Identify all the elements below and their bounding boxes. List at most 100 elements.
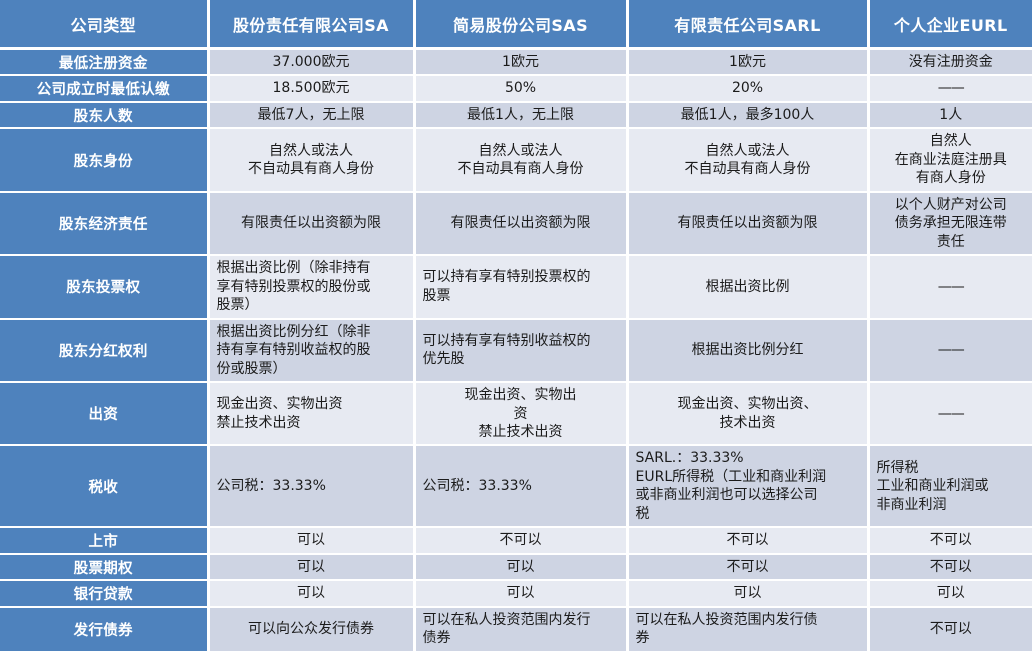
cell-text: 50%	[504, 80, 537, 97]
cell-sarl-1: 20%	[627, 75, 870, 103]
cell-sas-1: 50%	[414, 75, 629, 103]
table-row: 股东投票权 根据出资比例（除非持有 享有特别投票权的股份或 股票） 可以持有享有特别…	[0, 255, 1032, 320]
row-label-3: 股东身份	[0, 128, 210, 193]
column-header-type: 公司类型	[0, 0, 210, 50]
cell-sas-10: 可以	[414, 553, 629, 582]
cell-sarl-2: 最低1人，最多100人	[627, 101, 870, 130]
cell-sa-12: 可以向公众发行债券	[208, 606, 416, 653]
cell-text: 现金出资、实物出资、 技术出资	[677, 396, 818, 431]
cell-sas-3: 自然人或法人 不自动具有商人身份	[414, 128, 629, 193]
cell-text: 没有注册资金	[908, 54, 993, 70]
cell-text: 公司税：33.33%	[422, 478, 532, 495]
cell-sa-5: 根据出资比例（除非持有 享有特别投票权的股份或 股票）	[208, 255, 416, 320]
header-row: 公司类型 股份责任有限公司SA 简易股份公司SAS 有限责任公司SARL 个人企…	[0, 0, 1032, 50]
table-row: 出资 现金出资、实物出资 禁止技术出资 现金出资、实物出 资 禁止技术出资 现金出资、…	[0, 382, 1032, 447]
cell-text: 1欧元	[729, 54, 766, 70]
cell-text: 公司税：33.33%	[216, 478, 326, 495]
not-applicable-dash: ——	[937, 342, 965, 359]
cell-eurl-9: 不可以	[868, 527, 1032, 555]
cell-text: 最低1人，最多100人	[680, 106, 815, 123]
table-row: 公司成立时最低认缴 18.500欧元 50% 20% ——	[0, 75, 1032, 103]
cell-text: 自然人或法人 不自动具有商人身份	[457, 142, 584, 178]
cell-sas-4: 有限责任以出资额为限	[414, 191, 629, 257]
cell-text: 根据出资比例分红（除非 持有享有特别收益权的股 份或股票）	[216, 323, 371, 377]
cell-text: 有限责任以出资额为限	[241, 215, 381, 232]
cell-sa-9: 可以	[208, 527, 416, 555]
cell-eurl-6: ——	[868, 318, 1032, 384]
row-label-10: 股票期权	[0, 553, 210, 582]
cell-text: 所得税 工业和商业利润或 非商业利润	[876, 459, 989, 513]
cell-sa-8: 公司税：33.33%	[208, 445, 416, 529]
row-label-0: 最低注册资金	[0, 48, 210, 77]
cell-sarl-6: 根据出资比例分红	[627, 318, 870, 384]
cell-sa-11: 可以	[208, 580, 416, 608]
cell-sa-7: 现金出资、实物出资 禁止技术出资	[208, 382, 416, 447]
table-row: 银行贷款 可以 可以 可以 可以	[0, 580, 1032, 608]
column-header-sas: 简易股份公司SAS	[414, 0, 629, 50]
cell-text: 20%	[731, 80, 764, 97]
cell-sas-2: 最低1人，无上限	[414, 101, 629, 130]
row-label-2: 股东人数	[0, 101, 210, 130]
row-label-6: 股东分红权利	[0, 318, 210, 384]
cell-eurl-0: 没有注册资金	[868, 48, 1032, 77]
cell-text: 不可以	[726, 532, 769, 549]
column-header-eurl: 个人企业EURL	[868, 0, 1032, 50]
cell-sarl-8: SARL.：33.33% EURL所得税（工业和商业利润 或非商业利润也可以选择…	[627, 445, 870, 529]
cell-sa-10: 可以	[208, 553, 416, 582]
cell-sarl-9: 不可以	[627, 527, 870, 555]
cell-sa-3: 自然人或法人 不自动具有商人身份	[208, 128, 416, 193]
cell-eurl-3: 自然人 在商业法庭注册具 有商人身份	[868, 128, 1032, 193]
table-row: 股东分红权利 根据出资比例分红（除非 持有享有特别收益权的股 份或股票） 可以持有享…	[0, 318, 1032, 384]
cell-sarl-12: 可以在私人投资范围内发行债 券	[627, 606, 870, 653]
cell-eurl-11: 可以	[868, 580, 1032, 608]
cell-text: 可以	[506, 585, 535, 602]
cell-text: 不可以	[929, 620, 972, 637]
cell-sarl-11: 可以	[627, 580, 870, 608]
cell-sas-0: 1欧元	[414, 48, 629, 77]
cell-sas-9: 不可以	[414, 527, 629, 555]
table-row: 股东经济责任 有限责任以出资额为限 有限责任以出资额为限 有限责任以出资额为限 以个人财…	[0, 191, 1032, 257]
not-applicable-dash: ——	[937, 80, 965, 97]
cell-text: 不可以	[499, 532, 542, 549]
cell-text: 根据出资比例（除非持有 享有特别投票权的股份或 股票）	[216, 260, 371, 314]
cell-text: 1欧元	[502, 54, 539, 70]
cell-text: 不可以	[726, 558, 769, 575]
cell-text: 最低7人，无上限	[257, 106, 365, 123]
cell-text: 可以	[936, 585, 965, 602]
cell-eurl-5: ——	[868, 255, 1032, 320]
cell-sarl-4: 有限责任以出资额为限	[627, 191, 870, 257]
row-label-9: 上市	[0, 527, 210, 555]
table-row: 发行债券 可以向公众发行债券 可以在私人投资范围内发行 债券 可以在私人投资范围内发行…	[0, 606, 1032, 653]
row-label-5: 股东投票权	[0, 255, 210, 320]
cell-text: 可以	[297, 585, 325, 602]
cell-sarl-10: 不可以	[627, 553, 870, 582]
cell-text: 根据出资比例分红	[691, 342, 804, 359]
cell-sa-4: 有限责任以出资额为限	[208, 191, 416, 257]
cell-text: 以个人财产对公司 债务承担无限连带 责任	[894, 196, 1007, 250]
cell-sa-6: 根据出资比例分红（除非 持有享有特别收益权的股 份或股票）	[208, 318, 416, 384]
cell-text: 自然人或法人 不自动具有商人身份	[248, 142, 374, 178]
cell-text: 1人	[939, 106, 963, 123]
row-label-4: 股东经济责任	[0, 191, 210, 257]
cell-text: 37.000欧元	[272, 54, 350, 70]
cell-eurl-8: 所得税 工业和商业利润或 非商业利润	[868, 445, 1032, 529]
cell-sa-0: 37.000欧元	[208, 48, 416, 77]
cell-text: 自然人或法人 不自动具有商人身份	[684, 142, 811, 178]
cell-text: 不可以	[929, 532, 972, 549]
cell-sa-2: 最低7人，无上限	[208, 101, 416, 130]
cell-text: 可以	[733, 585, 762, 602]
cell-text: 可以向公众发行债券	[248, 620, 374, 637]
row-label-12: 发行债券	[0, 606, 210, 653]
cell-sas-11: 可以	[414, 580, 629, 608]
table-row: 股东身份 自然人或法人 不自动具有商人身份 自然人或法人 不自动具有商人身份 自然人或…	[0, 128, 1032, 193]
cell-eurl-2: 1人	[868, 101, 1032, 130]
column-header-sa: 股份责任有限公司SA	[208, 0, 416, 50]
not-applicable-dash: ——	[937, 278, 965, 295]
cell-sarl-7: 现金出资、实物出资、 技术出资	[627, 382, 870, 447]
cell-sarl-5: 根据出资比例	[627, 255, 870, 320]
cell-eurl-7: ——	[868, 382, 1032, 447]
row-label-11: 银行贷款	[0, 580, 210, 608]
table-row: 最低注册资金 37.000欧元 1欧元 1欧元 没有注册资金	[0, 48, 1032, 77]
table-row: 税收 公司税：33.33% 公司税：33.33% SARL.：33.33% EURL所…	[0, 445, 1032, 529]
